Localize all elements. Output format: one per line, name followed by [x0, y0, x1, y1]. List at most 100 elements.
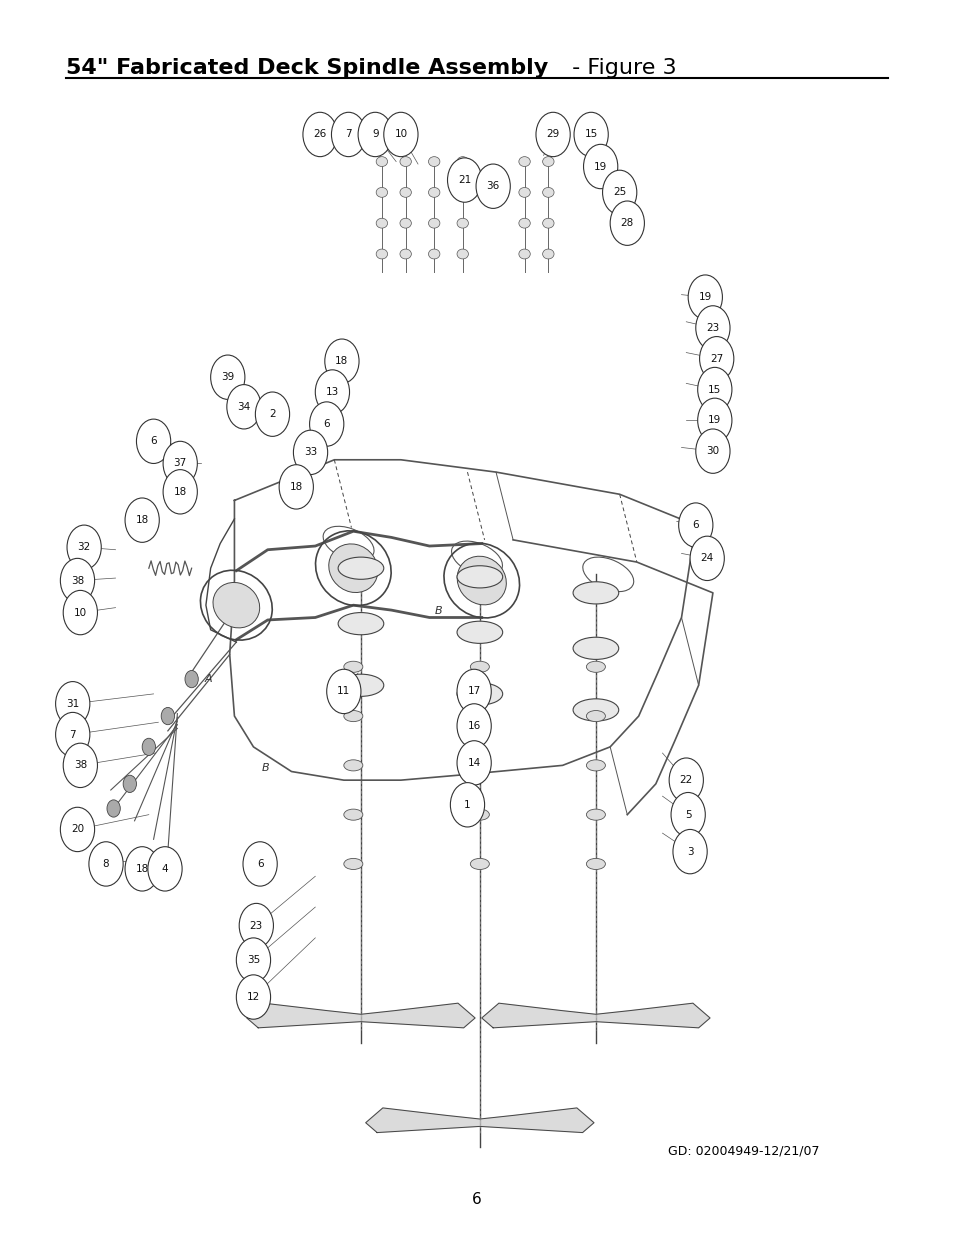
Circle shape [89, 842, 123, 887]
Circle shape [314, 369, 349, 414]
Circle shape [125, 498, 159, 542]
Circle shape [699, 337, 733, 380]
Polygon shape [247, 1003, 475, 1028]
Circle shape [383, 112, 417, 157]
Text: 34: 34 [237, 401, 251, 411]
Circle shape [123, 776, 136, 793]
Circle shape [689, 536, 723, 580]
Ellipse shape [337, 557, 383, 579]
Text: 12: 12 [247, 992, 260, 1002]
Circle shape [107, 800, 120, 818]
Text: 36: 36 [486, 182, 499, 191]
Text: 19: 19 [594, 162, 607, 172]
Ellipse shape [518, 249, 530, 259]
Circle shape [161, 708, 174, 725]
Text: 15: 15 [707, 384, 720, 394]
Circle shape [536, 112, 570, 157]
Ellipse shape [542, 219, 554, 228]
Text: 19: 19 [707, 415, 720, 425]
Ellipse shape [343, 710, 362, 721]
Text: A: A [205, 674, 213, 684]
Ellipse shape [456, 621, 502, 643]
Text: 18: 18 [173, 487, 187, 496]
Circle shape [687, 275, 721, 320]
Ellipse shape [213, 583, 259, 627]
Ellipse shape [542, 157, 554, 167]
Circle shape [67, 525, 101, 569]
Text: 54" Fabricated Deck Spindle Assembly: 54" Fabricated Deck Spindle Assembly [66, 58, 548, 78]
Polygon shape [481, 1003, 709, 1028]
Circle shape [695, 306, 729, 350]
Circle shape [574, 112, 608, 157]
Circle shape [357, 112, 392, 157]
Ellipse shape [542, 188, 554, 198]
Text: 31: 31 [66, 699, 79, 709]
Text: 39: 39 [221, 372, 234, 382]
Ellipse shape [586, 710, 605, 721]
Text: 10: 10 [73, 608, 87, 618]
Text: 13: 13 [325, 387, 338, 396]
Text: 5: 5 [684, 810, 691, 820]
Text: 6: 6 [472, 1192, 481, 1207]
Ellipse shape [586, 760, 605, 771]
Circle shape [303, 112, 336, 157]
Text: 33: 33 [304, 447, 316, 457]
Ellipse shape [399, 219, 411, 228]
Circle shape [243, 842, 277, 887]
Text: 7: 7 [345, 130, 352, 140]
Text: 27: 27 [709, 353, 722, 364]
Text: 37: 37 [173, 458, 187, 468]
Circle shape [185, 671, 198, 688]
Ellipse shape [456, 556, 506, 605]
Ellipse shape [586, 858, 605, 869]
Circle shape [63, 590, 97, 635]
Circle shape [668, 758, 702, 803]
Ellipse shape [573, 582, 618, 604]
Text: 7: 7 [70, 730, 76, 740]
Ellipse shape [573, 699, 618, 721]
Ellipse shape [573, 637, 618, 659]
Circle shape [670, 793, 704, 837]
Circle shape [678, 503, 712, 547]
Text: 3: 3 [686, 847, 693, 857]
Text: 18: 18 [135, 863, 149, 874]
Text: 15: 15 [584, 130, 598, 140]
Ellipse shape [399, 249, 411, 259]
Text: 17: 17 [467, 687, 480, 697]
Text: 8: 8 [103, 860, 110, 869]
Circle shape [326, 669, 360, 714]
Text: 11: 11 [336, 687, 350, 697]
Circle shape [55, 713, 90, 757]
Text: 10: 10 [394, 130, 407, 140]
Ellipse shape [518, 157, 530, 167]
Text: B: B [262, 763, 270, 773]
Circle shape [55, 682, 90, 726]
Text: 29: 29 [546, 130, 559, 140]
Ellipse shape [542, 249, 554, 259]
Circle shape [672, 830, 706, 874]
Text: 22: 22 [679, 776, 692, 785]
Circle shape [695, 429, 729, 473]
Text: GD: 02004949-12/21/07: GD: 02004949-12/21/07 [667, 1144, 819, 1157]
Circle shape [697, 367, 731, 411]
Text: 24: 24 [700, 553, 713, 563]
Text: 23: 23 [705, 322, 719, 333]
Ellipse shape [470, 710, 489, 721]
Circle shape [60, 808, 94, 852]
Circle shape [476, 164, 510, 209]
Circle shape [148, 847, 182, 892]
Ellipse shape [428, 249, 439, 259]
Text: 1: 1 [464, 800, 471, 810]
Circle shape [142, 739, 155, 756]
Circle shape [456, 669, 491, 714]
Text: 14: 14 [467, 758, 480, 768]
Circle shape [163, 469, 197, 514]
Text: 21: 21 [457, 175, 471, 185]
Circle shape [583, 144, 618, 189]
Text: 18: 18 [290, 482, 302, 492]
Text: 18: 18 [135, 515, 149, 525]
Circle shape [227, 384, 261, 429]
Circle shape [324, 340, 358, 383]
Text: 2: 2 [269, 409, 275, 419]
Ellipse shape [456, 157, 468, 167]
